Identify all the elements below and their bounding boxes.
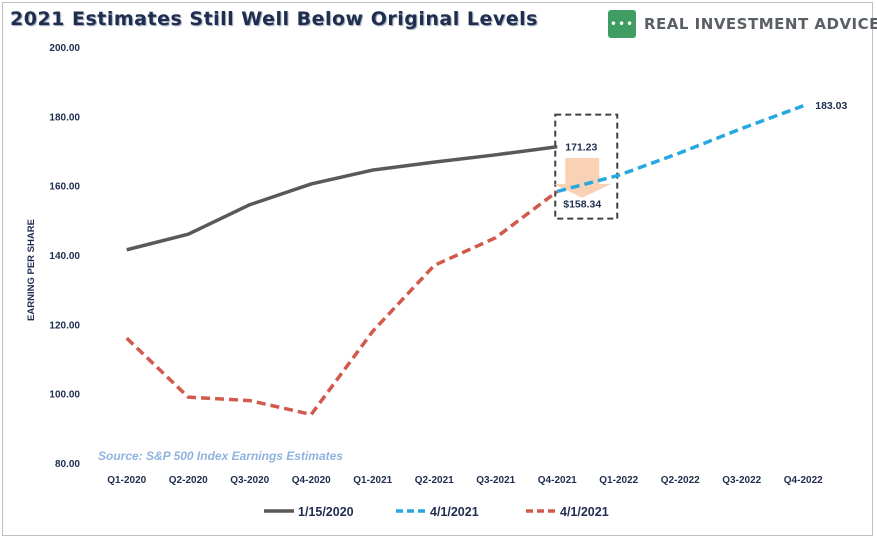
x-tick-label: Q3-2020 [230, 475, 269, 486]
series-lines [125, 104, 804, 417]
y-tick-label: 140.00 [49, 251, 80, 262]
series-line-1 [126, 145, 558, 252]
data-label: 183.03 [815, 100, 847, 112]
legend: 1/15/2020 4/1/2021 4/1/2021 [264, 505, 609, 519]
legend-label: 1/15/2020 [298, 505, 354, 519]
x-tick-label: Q1-2022 [599, 475, 638, 486]
y-tick-label: 120.00 [49, 320, 80, 331]
y-tick-label: 200.00 [49, 43, 80, 54]
y-tick-label: 180.00 [49, 112, 80, 123]
x-tick-label: Q2-2020 [169, 475, 208, 486]
callout-box [553, 113, 619, 220]
y-tick-label: 100.00 [49, 390, 80, 401]
series-line-3 [125, 190, 559, 417]
series-line-2 [556, 104, 804, 194]
x-tick-label: Q4-2022 [784, 475, 823, 486]
x-tick-label: Q4-2021 [538, 475, 577, 486]
y-tick-label: 160.00 [49, 182, 80, 193]
data-labels: 171.23 $158.34 183.03 [563, 100, 847, 211]
x-tick-label: Q1-2020 [107, 475, 146, 486]
chart-title: 2021 Estimates Still Well Below Original… [10, 8, 538, 30]
data-label: 171.23 [565, 142, 597, 154]
x-tick-label: Q4-2020 [292, 475, 331, 486]
brand-logo: ••• REAL INVESTMENT ADVICE [608, 8, 877, 40]
x-tick-label: Q3-2022 [722, 475, 761, 486]
x-tick-label: Q1-2021 [353, 475, 392, 486]
callout-frame [554, 113, 619, 220]
data-label: $158.34 [563, 198, 601, 210]
brand-name: REAL INVESTMENT ADVICE [644, 15, 877, 33]
down-arrow-icon [553, 157, 612, 198]
chat-bubble-icon: ••• [608, 10, 636, 38]
y-tick-label: 80.00 [55, 459, 80, 470]
x-tick-label: Q2-2021 [415, 475, 454, 486]
x-tick-label: Q2-2022 [661, 475, 700, 486]
x-axis: Q1-2020 Q2-2020 Q3-2020 Q4-2020 Q1-2021 Q2-20… [107, 475, 823, 486]
source-note: Source: S&P 500 Index Earnings Estimates [98, 449, 343, 463]
legend-label: 4/1/2021 [560, 505, 609, 519]
y-axis: 200.00 180.00 160.00 140.00 120.00 100.00 80.0… [49, 43, 80, 470]
legend-label: 4/1/2021 [430, 505, 479, 519]
y-axis-label: EARNING PER SHARE [26, 219, 37, 321]
x-tick-label: Q3-2021 [476, 475, 515, 486]
